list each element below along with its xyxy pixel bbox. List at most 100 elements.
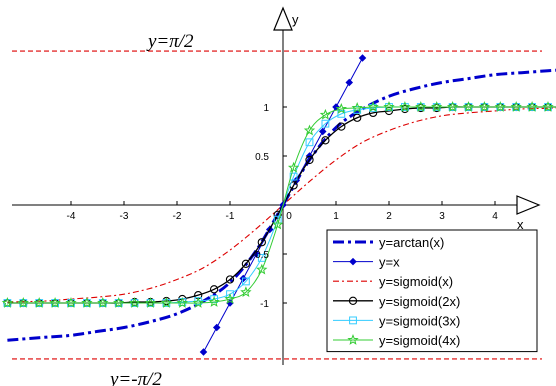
legend-entry-3: y=sigmoid(2x) <box>333 294 460 309</box>
data-point <box>351 102 363 113</box>
data-point <box>510 101 522 112</box>
asymptote-lines <box>12 50 542 360</box>
data-point <box>415 101 427 112</box>
y-tick-label: 0.5 <box>255 152 269 163</box>
x-tick-label: 0 <box>286 211 292 222</box>
data-point <box>446 101 459 112</box>
series-2 <box>7 107 556 303</box>
data-point <box>289 172 298 181</box>
label-layer: y=π/2 y=-π/2 x y -4 -3 -2 -1 0 1 2 3 4 1 0.5 -0.5 -1 <box>67 12 524 386</box>
x-axis-label: x <box>517 217 524 232</box>
data-point <box>383 101 395 112</box>
data-point <box>462 101 475 112</box>
legend-entry-5: y=sigmoid(4x) <box>333 333 460 348</box>
data-point <box>176 297 188 308</box>
y-tick-label: 1 <box>263 103 269 114</box>
data-point <box>160 297 173 308</box>
data-point <box>257 238 266 247</box>
legend-label: y=sigmoid(2x) <box>379 294 460 309</box>
data-point <box>199 348 208 356</box>
data-point <box>272 218 284 230</box>
series-5 <box>1 101 556 308</box>
data-point <box>305 138 314 147</box>
series-line <box>7 107 556 303</box>
legend-box <box>326 229 538 353</box>
data-point <box>335 103 347 114</box>
data-point <box>353 113 362 122</box>
y-tick-label: -1 <box>260 299 269 310</box>
x-tick-label: 2 <box>386 211 392 222</box>
x-tick-label: -4 <box>67 211 76 222</box>
legend-marker <box>349 257 357 266</box>
data-point <box>113 297 125 308</box>
x-tick-label: 4 <box>492 211 498 222</box>
data-point <box>257 254 266 262</box>
legend-marker <box>348 296 358 305</box>
data-point <box>212 323 221 332</box>
legend-label: y=sigmoid(4x) <box>379 333 460 348</box>
data-point <box>399 101 411 112</box>
axes <box>12 6 541 365</box>
x-tick-label: -3 <box>120 211 129 222</box>
data-point <box>337 122 346 131</box>
legend-label: y=sigmoid(3x) <box>379 313 460 328</box>
data-point <box>345 78 354 87</box>
data-point <box>319 108 332 120</box>
data-point <box>128 297 141 308</box>
series-layer <box>1 54 556 356</box>
data-point <box>358 54 367 62</box>
legend-entry-0: y=arctan(x) <box>333 235 444 250</box>
y-tick-label: -0.5 <box>252 250 270 261</box>
data-point <box>144 297 157 308</box>
data-point <box>321 136 330 145</box>
data-point <box>526 101 538 112</box>
data-point <box>431 101 443 112</box>
data-point <box>321 119 330 128</box>
data-point <box>287 161 300 173</box>
data-point <box>303 124 316 136</box>
data-point <box>478 101 491 112</box>
data-point <box>494 101 506 112</box>
legend-entry-2: y=sigmoid(x) <box>333 274 453 289</box>
legend: y=arctan(x) y=x y=sigmoid(x) y=sigmoid(2x) y… <box>326 229 538 353</box>
data-point <box>97 297 109 308</box>
data-point <box>318 127 327 136</box>
x-tick-label: -1 <box>226 211 235 222</box>
x-tick-label: -2 <box>173 211 182 222</box>
legend-entry-1: y=x <box>333 255 400 270</box>
data-point <box>542 101 554 112</box>
legend-label: y=arctan(x) <box>379 235 444 250</box>
data-point <box>208 296 220 307</box>
y-axis-label: y <box>292 12 299 27</box>
data-point <box>226 290 234 299</box>
data-point <box>225 275 235 284</box>
data-point <box>367 101 379 112</box>
data-point <box>81 297 93 308</box>
x-tick-label: 3 <box>439 211 445 222</box>
x-axis-arrow <box>516 195 541 215</box>
legend-marker <box>349 316 357 325</box>
data-point <box>353 106 362 114</box>
legend-label: y=x <box>379 255 400 270</box>
data-point <box>17 297 29 308</box>
series-line <box>7 106 556 304</box>
data-point <box>1 297 14 308</box>
data-point <box>305 155 314 165</box>
data-point <box>240 286 252 298</box>
asymptote-label-top: y=π/2 <box>146 31 194 52</box>
x-tick-label: 1 <box>333 211 339 222</box>
data-point <box>256 263 268 275</box>
data-point <box>224 293 236 304</box>
data-point <box>242 277 250 286</box>
data-point <box>369 104 378 112</box>
data-point <box>209 285 219 294</box>
legend-label: y=sigmoid(x) <box>379 274 453 289</box>
data-point <box>49 297 61 308</box>
legend-marker <box>347 334 359 345</box>
asymptote-label-bottom: y=-π/2 <box>108 369 162 386</box>
data-point <box>192 297 204 308</box>
data-point <box>65 297 77 308</box>
data-point <box>33 297 45 308</box>
data-point <box>241 259 251 268</box>
